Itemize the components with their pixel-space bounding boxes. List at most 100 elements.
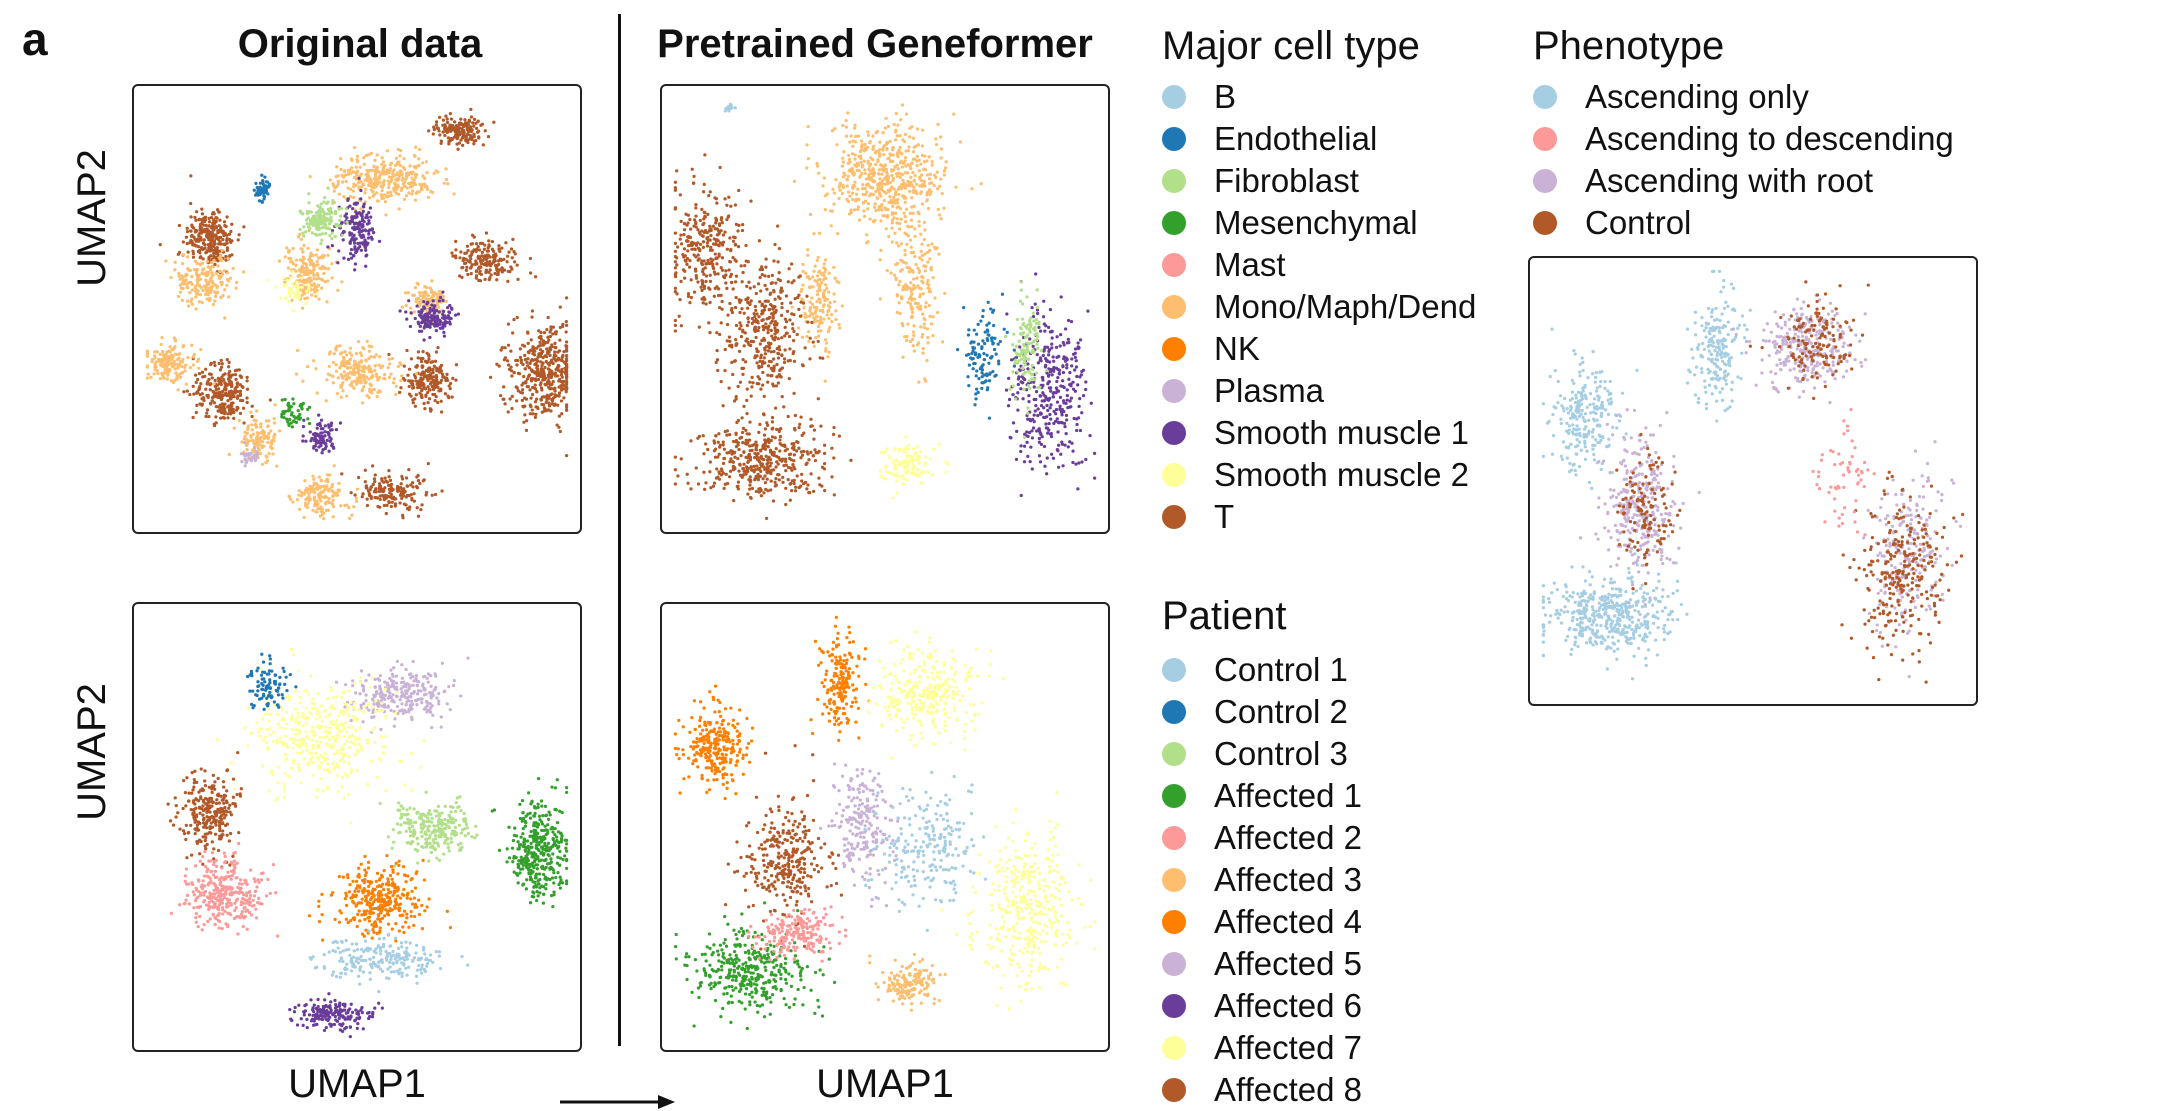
scatter-point [731,372,735,377]
scatter-point [684,259,688,263]
scatter-point [821,310,825,314]
scatter-point [461,265,465,270]
scatter-point [290,298,294,303]
scatter-point [180,275,185,279]
scatter-point [853,180,857,184]
scatter-point [803,315,807,319]
scatter-point [309,259,314,263]
scatter-point [513,252,517,256]
scatter-point [294,372,299,376]
scatter-point [472,117,477,121]
scatter-point [268,398,272,402]
scatter-point [883,176,887,181]
scatter-point [408,324,413,329]
scatter-point [307,225,311,229]
scatter-point [319,202,323,206]
scatter-point [368,196,372,200]
scatter-point [393,503,398,507]
scatter-point [528,388,532,392]
scatter-point [245,387,250,391]
scatter-point [225,283,229,287]
scatter-point [244,461,248,465]
scatter-point [317,256,321,260]
scatter-point [441,312,445,317]
scatter-point [329,220,333,224]
scatter-point [411,485,415,489]
scatter-point [542,378,547,382]
scatter-point [423,407,427,411]
scatter-point [679,233,683,237]
scatter-point [898,134,902,138]
scatter-point [399,149,403,153]
scatter-point [421,349,425,354]
scatter-point [536,355,540,359]
scatter-point [427,397,432,401]
scatter-point [856,163,860,167]
scatter-point [184,278,188,282]
scatter-point [413,198,418,202]
scatter-point [800,335,805,339]
scatter-point [444,299,448,304]
scatter-point [373,480,377,484]
scatter-point [859,156,863,161]
scatter-point [201,396,206,400]
scatter-point [225,233,229,237]
scatter-point [208,388,212,392]
scatter-point [505,260,509,264]
scatter-point [392,377,396,381]
scatter-point [845,197,849,202]
scatter-point [340,472,344,476]
scatter-point [298,412,302,417]
scatter-point [288,497,293,501]
scatter-point [549,386,554,391]
scatter-point [807,314,812,318]
scatter-point [181,343,186,348]
scatter-point [741,270,745,275]
scatter-point [432,318,436,322]
scatter-point [858,175,862,179]
scatter-point [389,486,393,490]
scatter-point [413,397,417,401]
scatter-point [186,250,190,254]
scatter-point [220,272,225,276]
scatter-point [372,231,376,235]
scatter-point [346,375,350,379]
scatter-point [197,371,202,376]
scatter-point [457,132,462,136]
scatter-point [168,368,172,372]
scatter-point [358,241,362,245]
scatter-point [879,219,883,223]
cluster-mono-maph-dend [227,403,282,468]
scatter-point [350,158,354,163]
scatter-point [851,186,855,190]
scatter-point [919,173,924,177]
scatter-point [887,156,891,160]
scatter-point [562,360,566,364]
scatter-point [178,352,182,356]
scatter-point [387,182,391,186]
scatter-point [861,200,866,205]
scatter-point [745,323,749,328]
scatter-point [158,243,162,247]
scatter-point [564,340,569,344]
scatter-point [242,421,246,425]
scatter-point [915,182,919,186]
scatter-point [189,174,193,178]
scatter-point [434,308,439,313]
scatter-point [865,190,869,194]
scatter-point [405,317,409,321]
scatter-point [223,316,227,320]
scatter-point [199,347,203,352]
scatter-point [152,372,156,376]
scatter-point [497,244,501,248]
scatter-point [874,131,878,135]
scatter-point [312,487,316,491]
scatter-point [387,352,391,357]
scatter-point [320,434,324,439]
scatter-point [900,103,905,107]
scatter-point [198,225,202,229]
scatter-point [488,259,492,264]
scatter-point [564,372,569,377]
scatter-point [437,367,441,372]
scatter-point [851,144,855,149]
